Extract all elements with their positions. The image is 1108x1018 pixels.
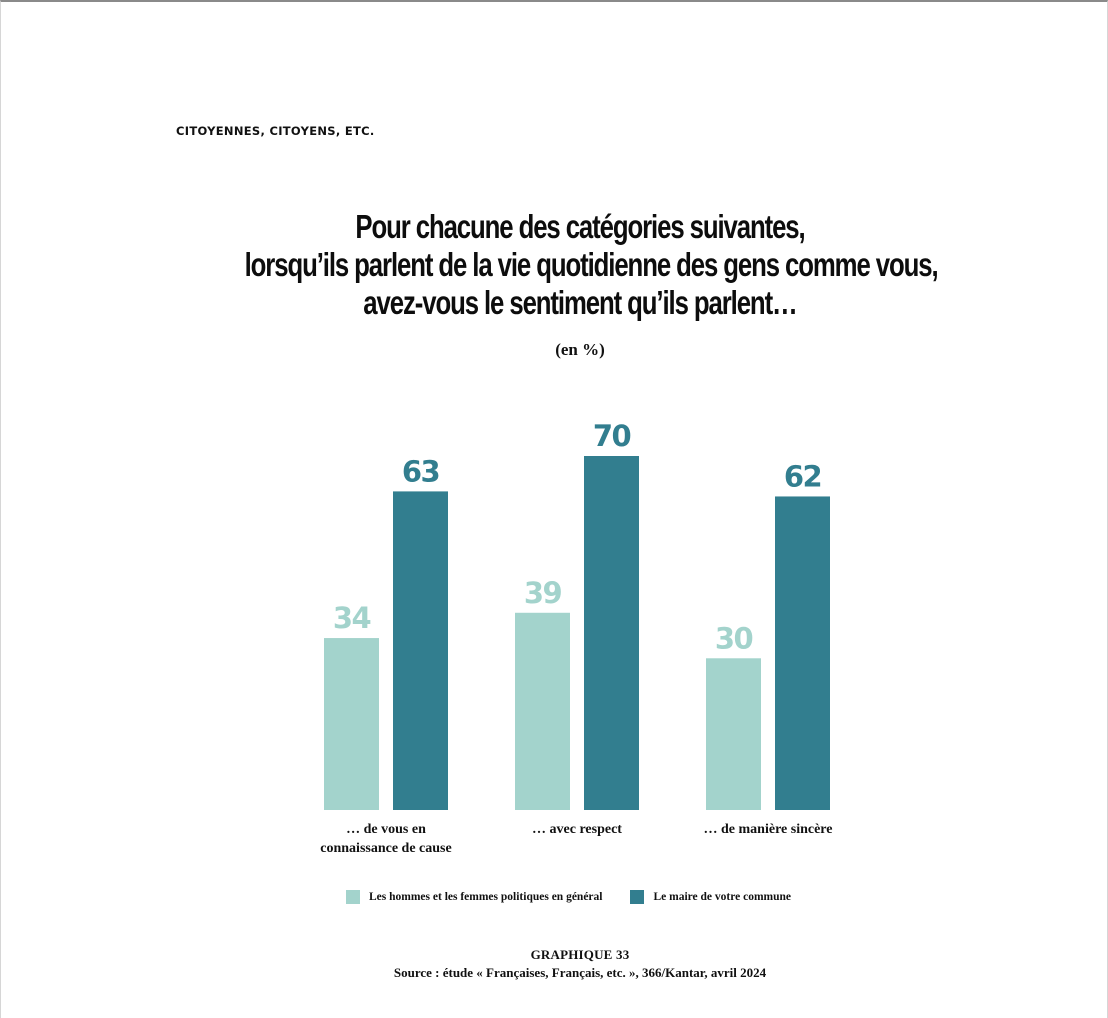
legend-item-mayor: Le maire de votre commune [630,890,791,904]
legend-label-mayor: Le maire de votre commune [653,891,792,903]
bar-value-label-mayor-1: 70 [593,419,631,453]
legend-label-politicians: Les hommes et les femmes politiques en g… [369,891,603,903]
chart-legend: Les hommes et les femmes politiques en g… [346,890,819,904]
bar-politicians-1 [515,612,570,810]
chart-title-line-2: lorsqu’ils parlent de la vie quotidienne… [244,246,939,283]
bar-value-label-mayor-2: 62 [784,459,821,493]
bar-value-label-politicians-2: 30 [715,621,753,655]
section-label: CITOYENNES, CITOYENS, ETC. [176,124,375,138]
bar-value-label-politicians-1: 39 [524,576,562,610]
bar-politicians-2 [706,658,761,810]
chart-title: Pour chacune des catégories suivantes, l… [150,208,1010,322]
category-label-1: … avec respect [532,822,622,837]
chart-title-line-1: Pour chacune des catégories suivantes, [355,208,805,245]
category-label-2: … de manière sincère [704,822,833,837]
bar-mayor-0 [393,491,448,810]
legend-swatch-politicians [346,890,360,904]
figure-caption: GRAPHIQUE 33 Source : étude « Françaises… [280,946,880,982]
figure-number: GRAPHIQUE 33 [530,947,630,962]
chart-title-line-3: avez-vous le sentiment qu’ils parlent… [363,284,797,321]
bar-politicians-0 [324,638,379,810]
legend-swatch-mayor [630,890,645,904]
bar-value-label-politicians-0: 34 [333,601,371,635]
bar-mayor-1 [584,456,639,810]
bar-mayor-2 [775,496,830,810]
category-label-0: … de vous en connaissance de cause [320,822,451,856]
chart-subtitle: (en %) [555,340,605,359]
source-note: Source : étude « Françaises, Français, e… [393,965,767,980]
legend-item-politicians: Les hommes et les femmes politiques en g… [346,890,602,904]
bar-value-label-mayor-0: 63 [402,454,439,488]
